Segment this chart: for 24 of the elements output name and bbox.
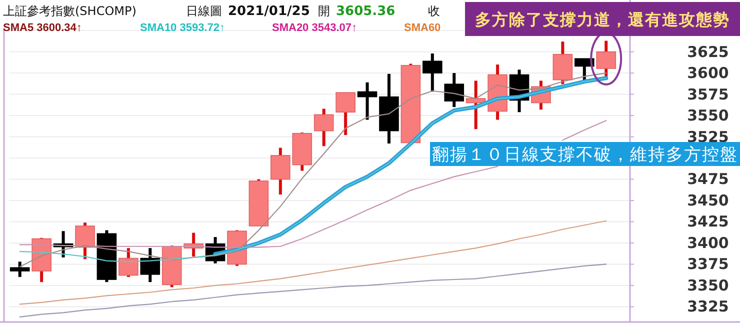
text: 日線圖 <box>186 4 222 18</box>
annotation: 翻揚１０日線支撐不破，維持多方控盤 <box>432 145 738 166</box>
y-tick-label: 3475 <box>687 170 729 188</box>
y-tick-label: 3325 <box>687 298 729 316</box>
text: 開 <box>318 4 330 18</box>
annotation: SMA20 3543.07↑ <box>272 22 357 34</box>
y-tick-label: 3425 <box>687 212 729 231</box>
y-tick-label: 3575 <box>687 85 729 104</box>
y-tick-label: 3350 <box>687 276 729 294</box>
annotation: 多方除了支撐力道，還有進攻態勢 <box>475 10 730 29</box>
text: 2021/01/25 <box>228 4 310 19</box>
y-tick-label: 3525 <box>687 128 729 146</box>
y-tick-label: 3450 <box>687 191 729 210</box>
text: 收 <box>428 4 440 18</box>
annotation: SMA5 3600.34↑ <box>3 22 82 34</box>
y-tick-label: 3550 <box>687 106 729 125</box>
y-tick-label: 3600 <box>687 64 729 82</box>
y-tick-label: 3375 <box>687 255 729 274</box>
annotation: SMA10 3593.72↑ <box>140 22 225 34</box>
y-tick-label: 3400 <box>687 234 729 252</box>
annotation: SMA60 <box>404 22 441 34</box>
text: 上証參考指數(SHCOMP) <box>3 4 136 18</box>
y-tick-label: 3625 <box>687 42 729 61</box>
text: 3605.36 <box>336 4 396 19</box>
